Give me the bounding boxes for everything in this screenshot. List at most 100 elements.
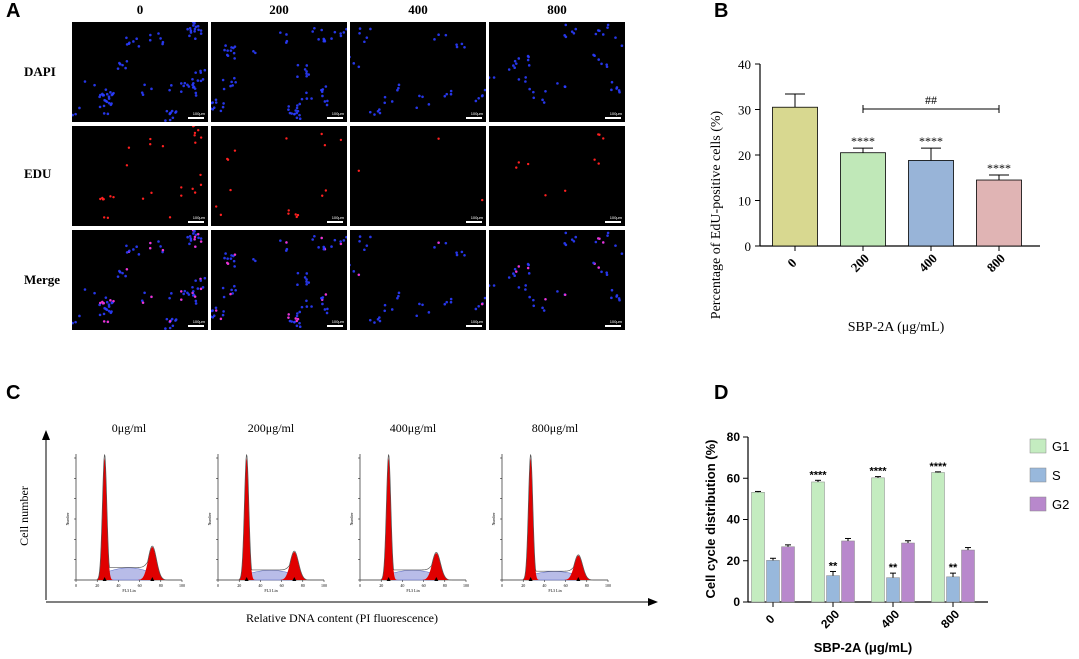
micrograph-merge-800: 100μm: [489, 230, 625, 330]
histogram-outline: [218, 454, 324, 581]
inner-x-tick-label: 20: [237, 583, 241, 588]
bar-400: [908, 160, 954, 247]
bar-G2-0: [781, 546, 795, 603]
scale-bar: [188, 325, 204, 327]
bar-G2-800: [961, 549, 975, 603]
column-header-800: 800: [547, 2, 567, 17]
bar-S-400: [886, 577, 900, 603]
inner-x-tick-label: 80: [443, 583, 447, 588]
inner-x-tick-label: 0: [501, 583, 503, 588]
scale-bar-label: 100μm: [609, 111, 622, 116]
inner-x-tick-label: 80: [159, 583, 163, 588]
bar-200: [840, 152, 886, 247]
inner-x-label: FL3 Lin: [548, 588, 561, 593]
y-tick-label: 0: [745, 239, 752, 254]
inner-x-label: FL3 Lin: [122, 588, 135, 593]
legend-label-G1: G1: [1052, 439, 1069, 454]
scale-bar: [327, 117, 343, 119]
scale-bar: [605, 117, 621, 119]
row-label-edu: EDU: [24, 166, 52, 181]
cell-cycle-x-axis-label: SBP-2A (μg/mL): [814, 640, 912, 655]
histogram-outline: [502, 454, 608, 581]
micrograph-merge-400: 100μm: [350, 230, 486, 330]
significance-marker: ****: [809, 469, 827, 481]
inner-x-tick-label: 20: [521, 583, 525, 588]
inner-x-tick-label: 40: [116, 583, 120, 588]
inner-x-tick-label: 40: [258, 583, 262, 588]
inner-x-tick-label: 100: [463, 583, 469, 588]
peak-marker-icon: [102, 577, 107, 581]
significance-marker: ****: [919, 134, 943, 148]
cell-cycle-y-axis-label: Cell cycle distribution (%): [703, 440, 718, 599]
y-tick-label: 40: [727, 513, 741, 527]
legend-swatch-G1: [1029, 438, 1047, 454]
micrograph-edu-0: 100μm: [72, 126, 208, 226]
dna-content-arrow-icon: [648, 598, 658, 606]
sample-label: 400μg/ml: [390, 421, 437, 435]
bar-G1-800: [931, 472, 945, 603]
inner-x-tick-label: 80: [585, 583, 589, 588]
inner-x-tick-label: 20: [379, 583, 383, 588]
bar-G2-200: [841, 540, 855, 603]
legend-swatch-G2: [1029, 496, 1047, 512]
edu-x-axis-label: SBP-2A (μg/mL): [848, 320, 945, 335]
micrograph-dapi-0: 100μm: [72, 22, 208, 122]
g2-peak: [422, 553, 451, 580]
peak-marker-icon: [150, 577, 155, 581]
inner-x-tick-label: 80: [301, 583, 305, 588]
micrograph-edu-800: 100μm: [489, 126, 625, 226]
inner-x-tick-label: 40: [542, 583, 546, 588]
g2-peak: [280, 551, 309, 580]
bar-G1-0: [751, 492, 765, 603]
scale-bar: [188, 221, 204, 223]
peak-marker-icon: [528, 577, 533, 581]
x-tick-label: 400: [878, 607, 902, 631]
scale-bar: [466, 117, 482, 119]
scale-bar-label: 100μm: [192, 111, 205, 116]
x-tick-label: 800: [984, 251, 1008, 275]
significance-marker: **: [829, 560, 838, 572]
micrograph-dapi-800: 100μm: [489, 22, 625, 122]
x-tick-label: 200: [818, 607, 842, 631]
micrograph-dapi-400: 100μm: [350, 22, 486, 122]
significance-marker: **: [949, 562, 958, 574]
y-tick-label: 20: [727, 554, 741, 568]
scale-bar: [605, 325, 621, 327]
inner-x-tick-label: 60: [564, 583, 568, 588]
inner-x-tick-label: 100: [321, 583, 327, 588]
x-tick-label: 400: [916, 251, 940, 275]
peak-marker-icon: [292, 577, 297, 581]
scale-bar-label: 100μm: [331, 319, 344, 324]
bar-G1-400: [871, 477, 885, 603]
sample-label: 200μg/ml: [248, 421, 295, 435]
histogram-outline: [360, 454, 466, 581]
column-header-200: 200: [269, 2, 289, 17]
peak-marker-icon: [386, 577, 391, 581]
y-tick-label: 80: [727, 430, 741, 444]
inner-x-tick-label: 20: [95, 583, 99, 588]
bar-S-0: [766, 560, 780, 603]
bar-G2-400: [901, 542, 915, 603]
scale-bar-label: 100μm: [331, 215, 344, 220]
peak-marker-icon: [434, 577, 439, 581]
bar-G1-200: [811, 481, 825, 603]
inner-y-label: Number: [65, 512, 70, 526]
inner-y-label: Number: [349, 512, 354, 526]
histogram-800μg/ml: 800μg/ml 0 20 40 60 80 100 Number FL3 Lin: [491, 421, 611, 593]
scale-bar: [327, 325, 343, 327]
peak-marker-icon: [244, 577, 249, 581]
histogram-0μg/ml: 0μg/ml 0 20 40 60 80 100 Number FL3 Lin: [65, 421, 185, 593]
legend-label-S: S: [1052, 468, 1061, 483]
micrograph-edu-200: 100μm: [211, 126, 347, 226]
x-tick-label: 200: [848, 251, 872, 275]
panel-d-letter: D: [714, 382, 729, 404]
histogram-outline: [76, 454, 182, 581]
inner-x-label: FL3 Lin: [406, 588, 419, 593]
flow-histograms: 0μg/ml 0 20 40 60 80 100 Number FL3 Lin 200μg/ml 0…: [17, 421, 658, 625]
g2-peak: [564, 555, 593, 580]
inner-x-tick-label: 60: [280, 583, 284, 588]
bracket-label: ##: [925, 93, 937, 107]
sample-label: 800μg/ml: [532, 421, 579, 435]
inner-x-tick-label: 60: [422, 583, 426, 588]
